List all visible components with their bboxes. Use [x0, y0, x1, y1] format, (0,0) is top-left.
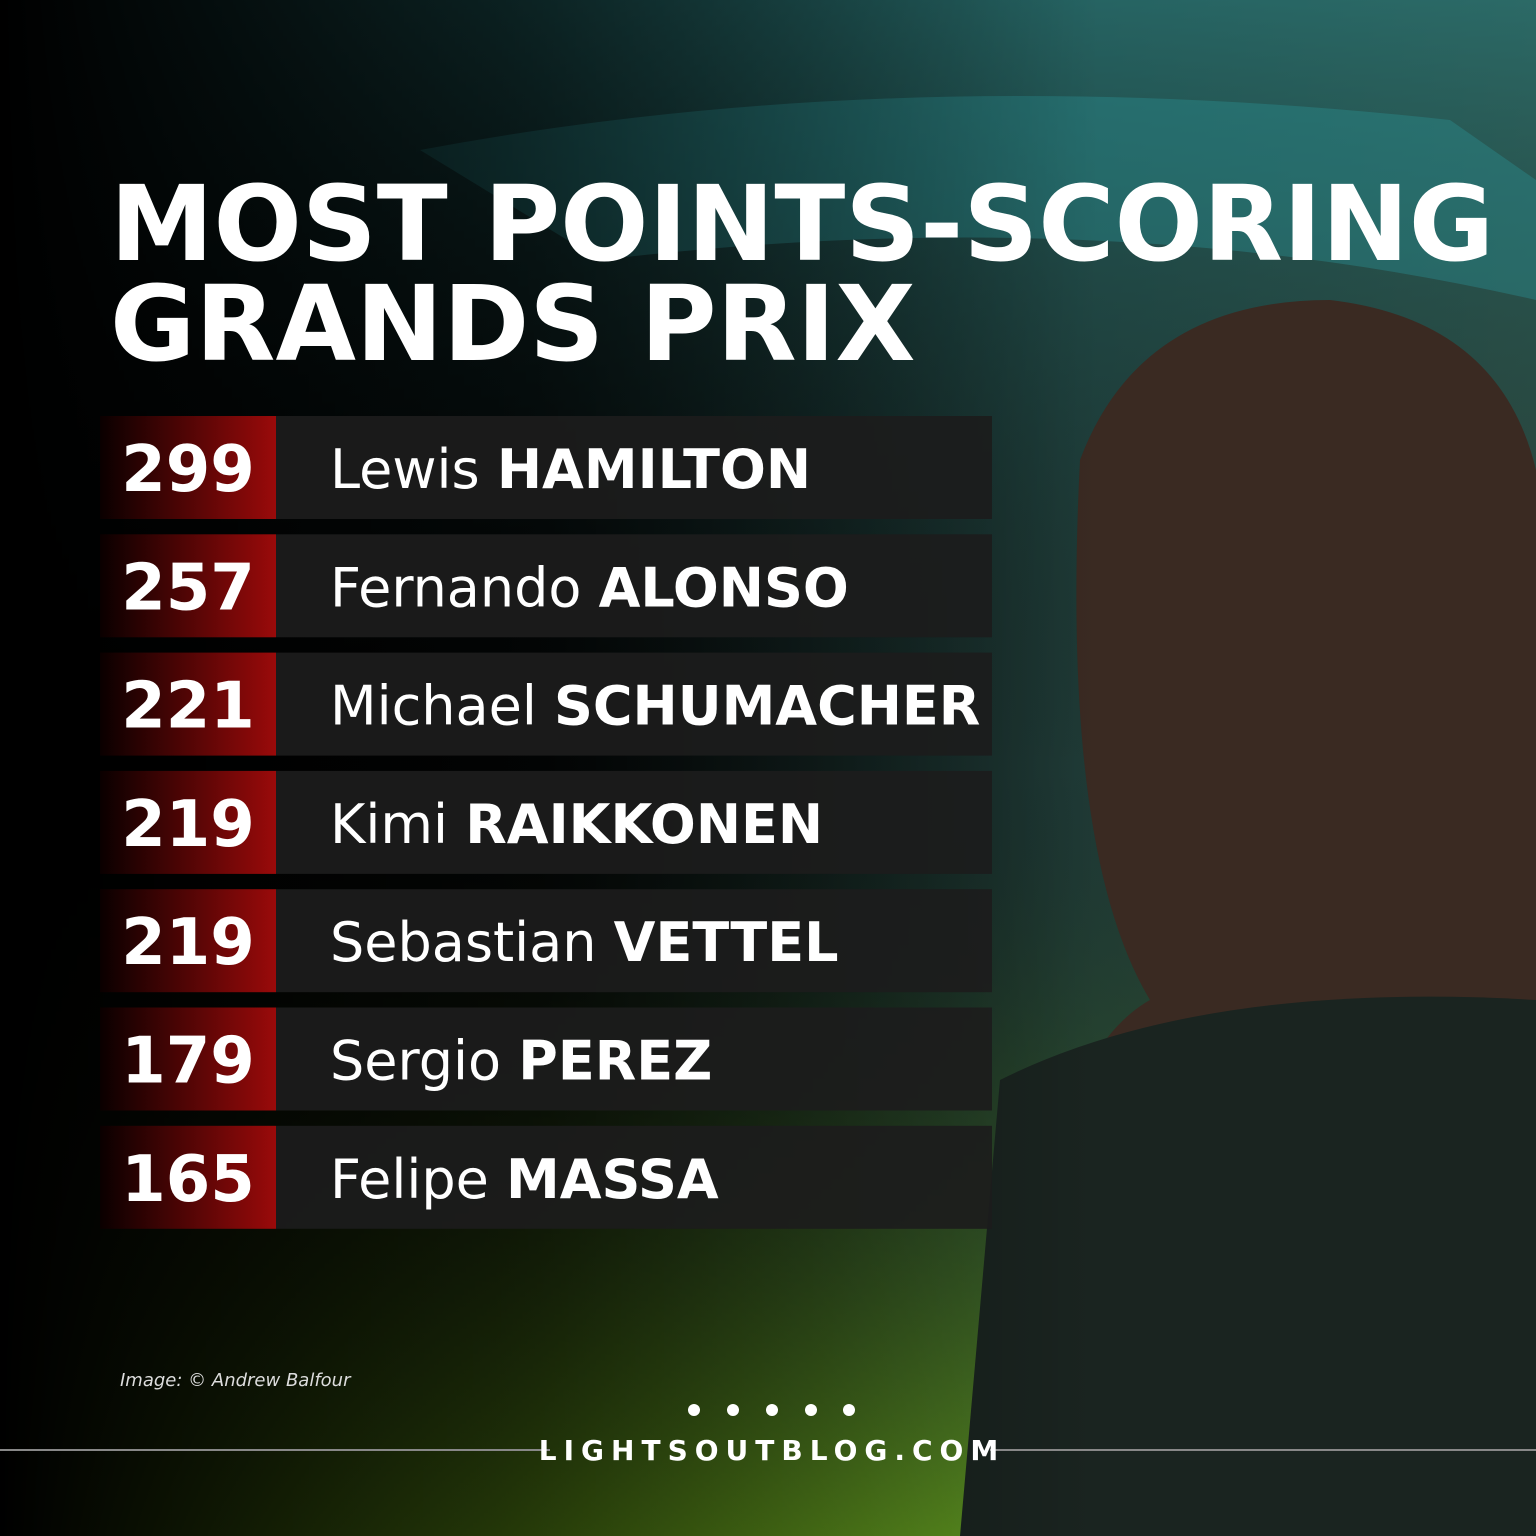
points-box: [100, 534, 276, 638]
driver-name: Lewis HAMILTON: [330, 438, 811, 501]
row-bar: [276, 1007, 992, 1111]
row: 165 Felipe MASSA: [100, 1125, 992, 1229]
row: 179 Sergio PEREZ: [100, 1007, 992, 1111]
driver-name: Fernando ALONSO: [330, 556, 849, 619]
row-bar: [276, 770, 992, 874]
points: 179: [121, 1025, 255, 1099]
title-line: MOST POINTS-SCORING: [110, 163, 1494, 285]
left-fade: [0, 0, 1100, 1536]
first-name: Sebastian: [330, 911, 597, 974]
points: 257: [121, 551, 255, 625]
points-box: [100, 416, 276, 519]
first-name: Lewis: [330, 438, 480, 501]
row: 221 Michael SCHUMACHER: [100, 652, 992, 756]
points-box: [100, 1007, 276, 1111]
driver-name: Kimi RAIKKONEN: [330, 793, 823, 856]
row-bar: [276, 1125, 992, 1229]
first-name: Felipe: [330, 1148, 489, 1211]
first-name: Sergio: [330, 1030, 501, 1093]
first-name: Fernando: [330, 556, 581, 619]
last-name: SCHUMACHER: [554, 675, 980, 738]
first-name: Kimi: [330, 793, 448, 856]
points: 219: [121, 906, 255, 980]
driver-name: Sergio PEREZ: [330, 1030, 712, 1093]
points: 221: [121, 670, 255, 744]
row-bar: [276, 652, 992, 756]
row: 299 Lewis HAMILTON: [100, 416, 992, 519]
row: 257 Fernando ALONSO: [100, 534, 992, 638]
image-credit: Image: © Andrew Balfour: [120, 1370, 352, 1391]
points: 219: [121, 788, 255, 862]
driver-name: Michael SCHUMACHER: [330, 675, 980, 738]
row-bar: [276, 416, 992, 519]
points-box: [100, 652, 276, 756]
row-bar: [276, 534, 992, 638]
points: 299: [121, 433, 255, 507]
last-name: PEREZ: [518, 1030, 712, 1093]
last-name: VETTEL: [614, 911, 839, 974]
last-name: RAIKKONEN: [465, 793, 823, 856]
driver-name: Felipe MASSA: [330, 1148, 719, 1211]
last-name: MASSA: [506, 1148, 719, 1211]
last-name: HAMILTON: [497, 438, 811, 501]
last-name: ALONSO: [599, 556, 849, 619]
first-name: Michael: [330, 675, 537, 738]
row: 219 Sebastian VETTEL: [100, 889, 992, 993]
row-bar: [276, 889, 992, 993]
points: 165: [121, 1143, 255, 1217]
driver-name: Sebastian VETTEL: [330, 911, 839, 974]
rows: 299 Lewis HAMILTON 257 Fernando ALONSO 221 Mi…: [100, 416, 992, 1229]
points-box: [100, 889, 276, 993]
title-line: GRANDS PRIX: [110, 263, 916, 385]
points-box: [100, 1125, 276, 1229]
site-name: LIGHTSOUTBLOG.COM: [539, 1434, 1005, 1467]
portrait-suit: [960, 996, 1536, 1536]
points-box: [100, 770, 276, 874]
dots: [688, 1404, 855, 1416]
row: 219 Kimi RAIKKONEN: [100, 770, 992, 874]
